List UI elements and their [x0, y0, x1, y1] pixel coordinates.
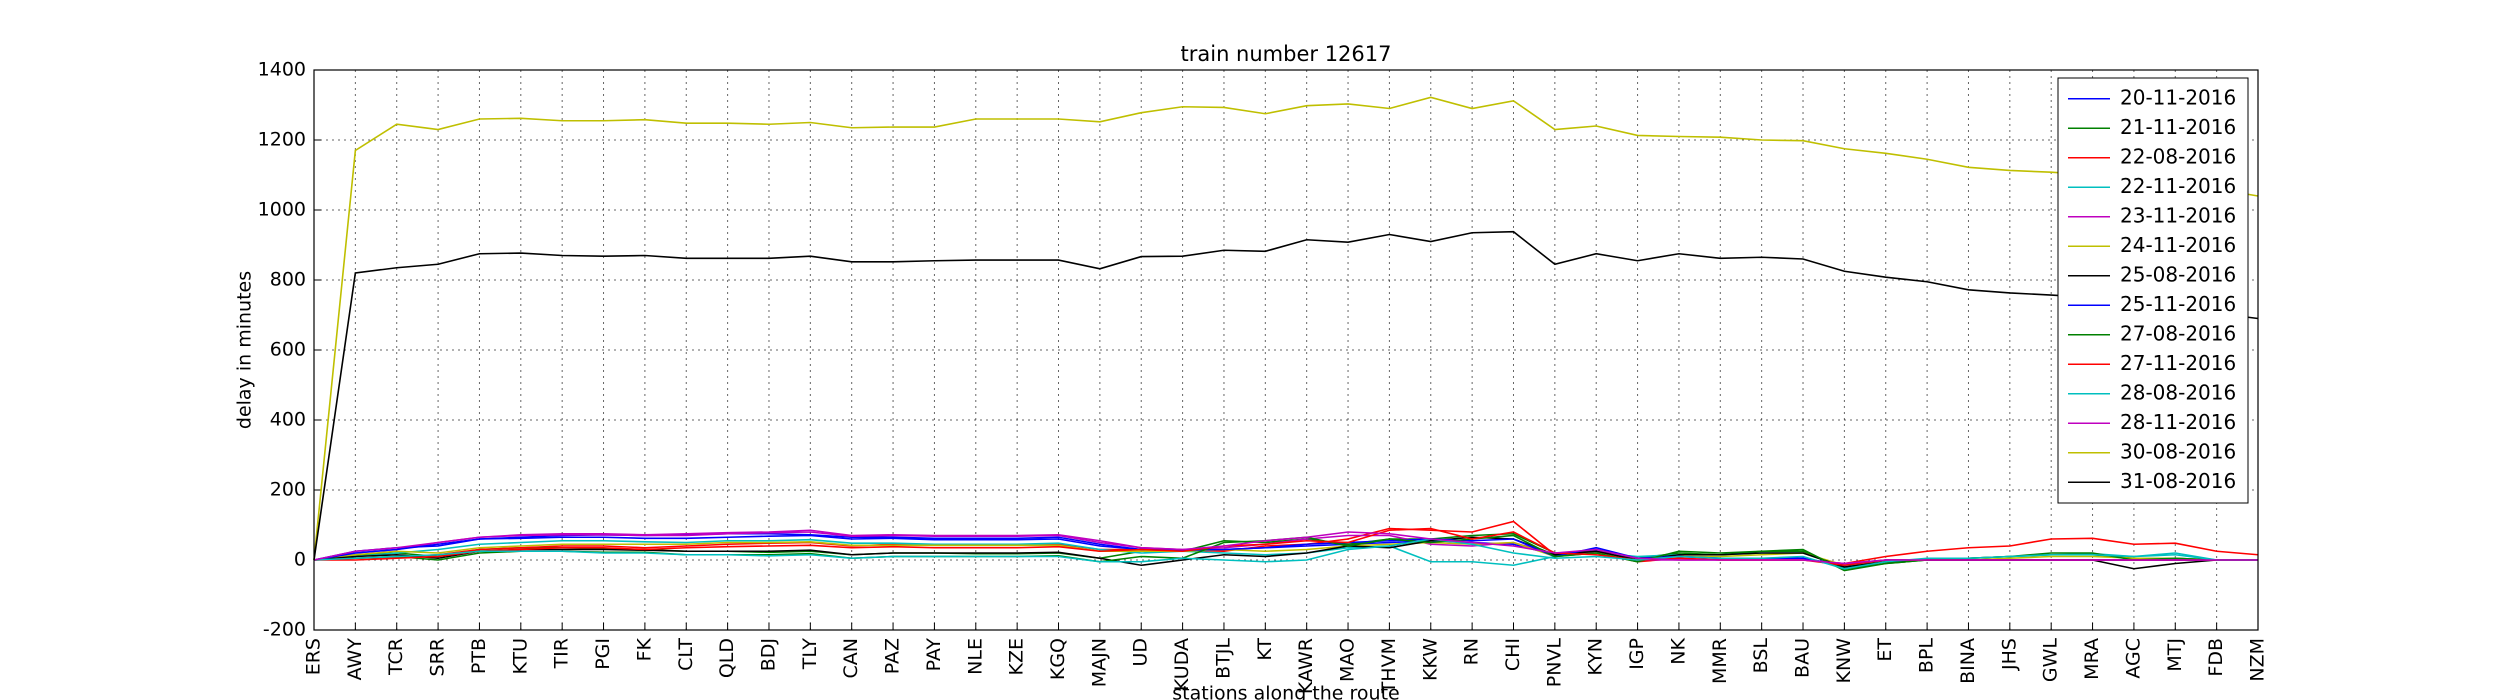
x-tick-label: BPL — [1916, 638, 1938, 673]
x-tick-label: QLD — [716, 638, 738, 678]
x-tick-label: MMR — [1709, 638, 1731, 684]
x-tick-label: NLE — [964, 638, 986, 675]
y-tick-label: 600 — [270, 339, 306, 361]
x-tick-label: KKW — [1419, 638, 1441, 681]
x-tick-label: ET — [1874, 638, 1896, 662]
y-axis-label: delay in minutes — [234, 271, 256, 429]
y-tick-label: 800 — [270, 269, 306, 291]
x-tick-label: NK — [1667, 637, 1689, 664]
x-tick-label: BTJL — [1212, 638, 1234, 679]
x-tick-label: KTU — [509, 638, 531, 675]
x-tick-label: KYN — [1585, 638, 1607, 676]
legend-label: 27-11-2016 — [2120, 351, 2236, 375]
x-tick-label: ERS — [303, 638, 325, 675]
y-tick-label: 200 — [270, 479, 306, 501]
series-line — [313, 96, 2259, 561]
series-line — [313, 538, 2258, 570]
x-tick-label: IGP — [1626, 638, 1648, 670]
x-tick-label: KT — [1254, 638, 1276, 661]
x-tick-label: CLT — [675, 638, 697, 671]
series-line — [313, 520, 2259, 565]
x-tick-label: PAZ — [882, 638, 904, 674]
y-tick-label: 1400 — [258, 59, 306, 81]
legend-label: 31-08-2016 — [2120, 469, 2236, 493]
y-tick-label: 1200 — [258, 129, 306, 151]
x-tick-label: GWL — [2040, 638, 2062, 683]
x-tick-label: FDB — [2205, 638, 2227, 677]
x-tick-label: THVM — [1378, 638, 1400, 694]
x-tick-label: PNVL — [1543, 638, 1565, 688]
legend-label: 22-11-2016 — [2120, 174, 2236, 198]
legend-label: 25-08-2016 — [2120, 262, 2236, 286]
y-tick-label: 0 — [294, 549, 306, 571]
legend-label: 22-08-2016 — [2120, 144, 2236, 168]
x-tick-label: PGI — [592, 638, 614, 670]
legend-label: 25-11-2016 — [2120, 292, 2236, 316]
x-tick-label: MTJ — [2164, 638, 2186, 672]
x-tick-label: SRR — [427, 638, 449, 676]
x-tick-label: CAN — [840, 638, 862, 678]
x-tick-label: BAU — [1792, 638, 1814, 678]
x-tick-label: KNW — [1833, 638, 1855, 684]
x-tick-label: MAO — [1337, 638, 1359, 682]
x-tick-label: KGQ — [1047, 638, 1069, 680]
x-tick-label: PTB — [468, 638, 490, 674]
y-tick-label: -200 — [263, 619, 306, 641]
legend: 20-11-2016 21-11-2016 22-08-2016 22-11-2016… — [2057, 77, 2249, 504]
x-tick-label: RN — [1461, 638, 1483, 665]
x-tick-label: JHS — [1998, 638, 2020, 671]
x-tick-label: AWY — [344, 638, 366, 681]
x-tick-label: UD — [1130, 638, 1152, 667]
x-tick-label: KUDA — [1171, 638, 1193, 691]
x-tick-label: TLY — [799, 638, 821, 671]
x-axis-label: stations along the route — [1172, 683, 1399, 700]
plot-frame — [313, 69, 2259, 631]
y-tick-label: 400 — [270, 409, 306, 431]
legend-label: 27-08-2016 — [2120, 321, 2236, 345]
x-tick-label: PAY — [923, 638, 945, 672]
x-tick-label: NZM — [2247, 638, 2269, 682]
x-tick-label: BINA — [1957, 638, 1979, 684]
legend-label: 23-11-2016 — [2120, 203, 2236, 227]
x-tick-label: BSL — [1750, 638, 1772, 674]
series-line — [313, 230, 2259, 561]
chart-title: train number 12617 — [1181, 42, 1392, 66]
x-tick-label: FK — [633, 637, 655, 661]
x-tick-label: MAJN — [1088, 638, 1110, 687]
x-tick-label: TIR — [551, 638, 573, 669]
legend-label: 21-11-2016 — [2120, 115, 2236, 139]
legend-label: 20-11-2016 — [2120, 85, 2236, 109]
x-tick-label: MRA — [2081, 638, 2103, 680]
x-tick-label: BDJ — [757, 638, 779, 671]
legend-label: 24-11-2016 — [2120, 233, 2236, 257]
legend-label: 28-11-2016 — [2120, 410, 2236, 434]
x-tick-label: TCR — [385, 638, 407, 676]
x-tick-label: AGC — [2122, 638, 2144, 679]
x-tick-label: CHI — [1502, 638, 1524, 671]
series-line — [313, 529, 2258, 565]
legend-label: 30-08-2016 — [2120, 439, 2236, 463]
legend-label: 28-08-2016 — [2120, 380, 2236, 404]
legend-box — [2057, 77, 2249, 504]
y-tick-label: 1000 — [258, 199, 306, 221]
x-tick-label: KAWR — [1295, 638, 1317, 694]
x-tick-label: KZE — [1006, 638, 1028, 675]
